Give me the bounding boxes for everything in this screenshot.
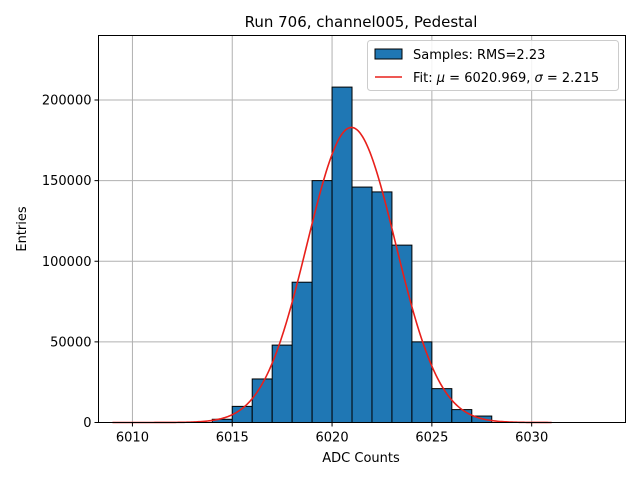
legend-box	[367, 40, 619, 91]
histogram-bars	[211, 86, 493, 424]
y-tick-label-2: 100000	[42, 255, 92, 270]
histogram-bar-5	[311, 180, 333, 423]
histogram-bar-7	[351, 186, 373, 423]
x-tick-label-1: 6015	[216, 431, 249, 446]
x-tick-label-0: 6010	[116, 431, 149, 446]
chart-title: Run 706, channel005, Pedestal	[245, 13, 478, 31]
y-axis-label: Entries	[15, 206, 30, 252]
x-tick-label-2: 6020	[316, 431, 349, 446]
histogram-bar-11	[431, 388, 453, 424]
y-tick-label-0: 0	[83, 416, 91, 431]
x-axis-ticks: 6010 6015 6020 6025 6030	[116, 422, 548, 446]
x-axis-label: ADC Counts	[322, 451, 400, 466]
histogram-bar-12	[451, 409, 473, 424]
histogram-bar-4	[291, 281, 313, 423]
y-tick-label-3: 150000	[42, 174, 92, 189]
x-tick-label-3: 6025	[415, 431, 448, 446]
y-tick-label-1: 50000	[50, 335, 91, 350]
histogram-bar-10	[411, 341, 433, 423]
legend: Samples: RMS=2.23 Fit: μ = 6020.969, σ =…	[367, 40, 619, 91]
legend-fit-label: Fit: μ = 6020.969, σ = 2.215	[413, 71, 599, 86]
histogram-bar-8	[371, 191, 393, 423]
histogram-bar-6	[331, 86, 353, 423]
plot-frame	[98, 35, 626, 423]
y-tick-label-4: 200000	[42, 94, 92, 109]
legend-samples-swatch	[374, 48, 403, 60]
legend-samples-label: Samples: RMS=2.23	[413, 48, 545, 63]
y-axis-ticks: 0 50000 100000 150000 200000	[42, 94, 99, 431]
x-tick-label-4: 6030	[515, 431, 548, 446]
